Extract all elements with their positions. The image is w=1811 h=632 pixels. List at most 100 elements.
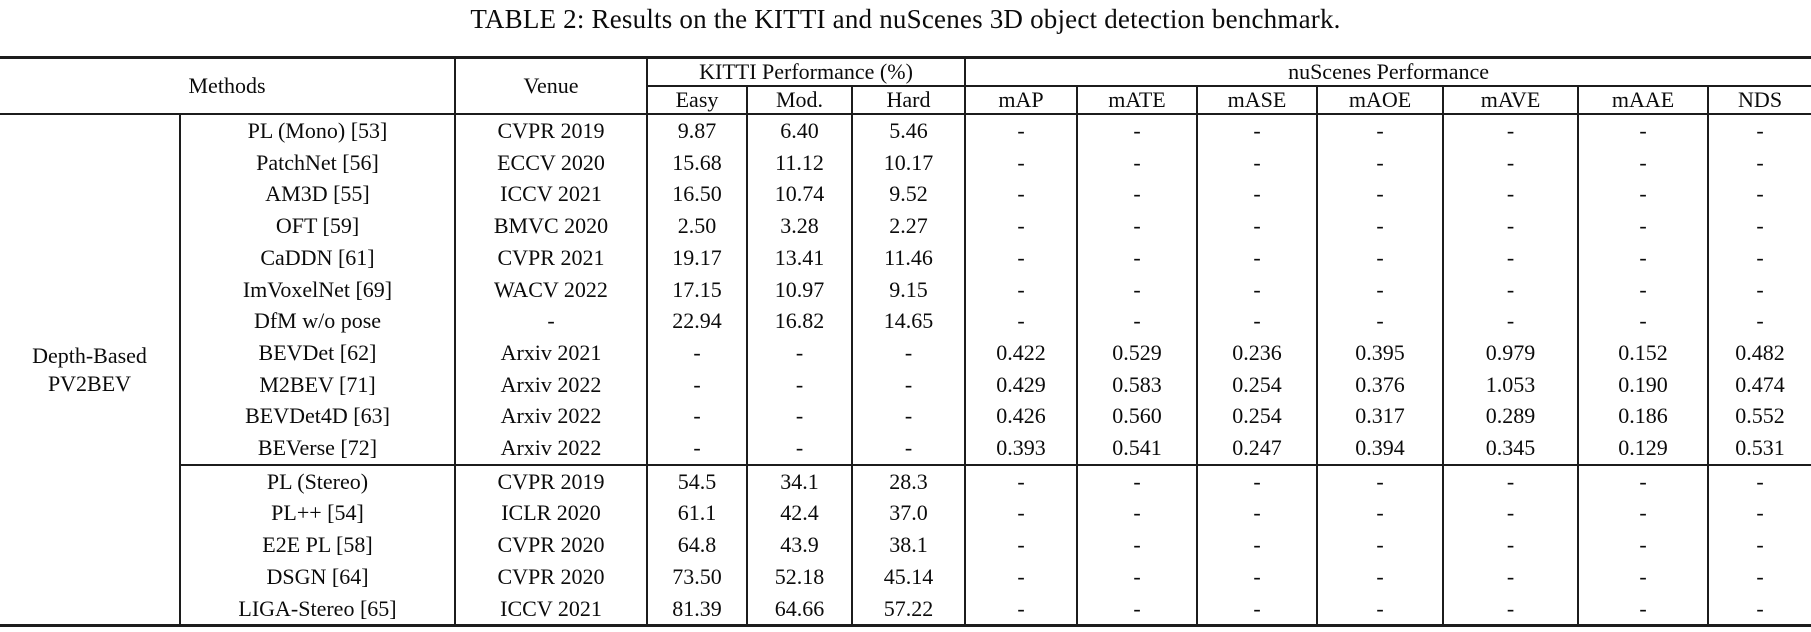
cell-easy: - xyxy=(646,400,747,433)
cell-hard: 45.14 xyxy=(850,560,966,593)
cell-maae: - xyxy=(1577,463,1709,498)
cell-method: PL (Mono) [53] xyxy=(179,114,455,147)
cell-mave: 0.345 xyxy=(1442,432,1579,465)
cell-map: - xyxy=(964,114,1078,147)
cell-maae: - xyxy=(1577,210,1709,242)
cell-maoe: 0.395 xyxy=(1316,336,1444,369)
cell-maoe: - xyxy=(1316,305,1444,337)
cell-maae: - xyxy=(1577,560,1709,593)
cell-mod: 13.41 xyxy=(746,241,852,274)
cell-hard: - xyxy=(850,368,966,401)
col-group-nuscenes-performance: nuScenes Performance xyxy=(964,57,1811,87)
table-row: LIGA-Stereo [65] ICCV 2021 81.39 64.66 57.22… xyxy=(0,592,1811,626)
table-row: M2BEV [71] Arxiv 2022- - -0.429 0.583 0.254 0.… xyxy=(0,368,1811,401)
cell-mate: 0.541 xyxy=(1076,432,1198,465)
cell-easy: - xyxy=(646,368,747,401)
cell-maoe: - xyxy=(1316,114,1444,147)
cell-map: 0.426 xyxy=(964,400,1078,433)
cell-mate: - xyxy=(1076,497,1198,530)
cell-venue: - xyxy=(454,305,647,337)
table-row: BEVerse [72] Arxiv 2022- - -0.393 0.541 0.247… xyxy=(0,432,1811,465)
cell-map: - xyxy=(964,529,1078,561)
cell-nds: - xyxy=(1707,592,1811,626)
cell-hard: - xyxy=(850,400,966,433)
cell-mase: - xyxy=(1196,210,1318,242)
cell-maae: 0.190 xyxy=(1577,368,1709,401)
cell-nds: - xyxy=(1707,210,1811,242)
table-row: PatchNet [56] ECCV 2020 15.68 11.12 10.17- - -… xyxy=(0,146,1811,179)
cell-mave: - xyxy=(1442,241,1579,274)
cell-map: - xyxy=(964,560,1078,593)
table-row: DfM w/o pose -22.94 16.82 14.65- - - - - - - xyxy=(0,305,1811,337)
cell-mave: - xyxy=(1442,560,1579,593)
cell-method: LIGA-Stereo [65] xyxy=(179,592,455,626)
table-row: AM3D [55] ICCV 2021 16.50 10.74 9.52- - - - - - - xyxy=(0,178,1811,211)
cell-mate: - xyxy=(1076,305,1198,337)
table-row: PL (Stereo) CVPR 2019 54.5 34.1 28.3- - - - - - - xyxy=(0,463,1811,498)
cell-easy: 64.8 xyxy=(646,529,747,561)
cell-mave: 0.289 xyxy=(1442,400,1579,433)
cell-maae: 0.129 xyxy=(1577,432,1709,465)
cell-maae: - xyxy=(1577,497,1709,530)
cell-mod: 6.40 xyxy=(746,114,852,147)
table-row: OFT [59] BMVC 2020 2.50 3.28 2.27- - - - - - - xyxy=(0,210,1811,242)
cell-maoe: - xyxy=(1316,210,1444,242)
cell-method: PL (Stereo) xyxy=(179,463,455,498)
cell-nds: - xyxy=(1707,241,1811,274)
cell-venue: WACV 2022 xyxy=(454,273,647,306)
cell-easy: 73.50 xyxy=(646,560,747,593)
cell-mate: - xyxy=(1076,592,1198,626)
cell-map: - xyxy=(964,146,1078,179)
cell-mod: - xyxy=(746,368,852,401)
cell-mase: 0.247 xyxy=(1196,432,1318,465)
cell-maoe: - xyxy=(1316,497,1444,530)
cell-map: - xyxy=(964,497,1078,530)
cell-maae: - xyxy=(1577,146,1709,179)
col-header-methods: Methods xyxy=(0,57,455,115)
cell-easy: 17.15 xyxy=(646,273,747,306)
cell-mate: 0.560 xyxy=(1076,400,1198,433)
cell-nds: - xyxy=(1707,114,1811,147)
cell-map: 0.429 xyxy=(964,368,1078,401)
col-header-maoe: mAOE xyxy=(1316,86,1444,115)
col-header-nds: NDS xyxy=(1707,86,1811,115)
cell-mate: - xyxy=(1076,210,1198,242)
cell-mod: 52.18 xyxy=(746,560,852,593)
table-caption: TABLE 2: Results on the KITTI and nuScen… xyxy=(470,4,1341,34)
cell-mase: 0.254 xyxy=(1196,368,1318,401)
cell-mod: 16.82 xyxy=(746,305,852,337)
cell-mod: 10.97 xyxy=(746,273,852,306)
col-header-easy: Easy xyxy=(646,86,747,115)
col-header-mave: mAVE xyxy=(1442,86,1579,115)
cell-hard: 37.0 xyxy=(850,497,966,530)
cell-venue: ICCV 2021 xyxy=(454,178,647,211)
cell-maae: - xyxy=(1577,305,1709,337)
cell-hard: - xyxy=(850,432,966,465)
col-header-mate: mATE xyxy=(1076,86,1198,115)
cell-maae: - xyxy=(1577,178,1709,211)
cell-mase: - xyxy=(1196,560,1318,593)
cell-method: BEVerse [72] xyxy=(179,432,455,465)
cell-mod: - xyxy=(746,400,852,433)
cell-method: DSGN [64] xyxy=(179,560,455,593)
cell-hard: 57.22 xyxy=(850,592,966,626)
cell-easy: 54.5 xyxy=(646,463,747,498)
cell-mate: - xyxy=(1076,529,1198,561)
cell-easy: - xyxy=(646,432,747,465)
cell-easy: 61.1 xyxy=(646,497,747,530)
cell-mate: - xyxy=(1076,241,1198,274)
cell-mase: - xyxy=(1196,305,1318,337)
cell-venue: Arxiv 2021 xyxy=(454,336,647,369)
cell-maoe: 0.317 xyxy=(1316,400,1444,433)
cell-easy: 22.94 xyxy=(646,305,747,337)
cell-hard: 11.46 xyxy=(850,241,966,274)
cell-mave: 1.053 xyxy=(1442,368,1579,401)
cell-venue: CVPR 2019 xyxy=(454,463,647,498)
cell-nds: - xyxy=(1707,529,1811,561)
cell-map: - xyxy=(964,592,1078,626)
cell-method: PL++ [54] xyxy=(179,497,455,530)
cell-method: AM3D [55] xyxy=(179,178,455,211)
cell-venue: Arxiv 2022 xyxy=(454,432,647,465)
table-row: E2E PL [58] CVPR 2020 64.8 43.9 38.1- - - - - - - xyxy=(0,529,1811,561)
cell-map: - xyxy=(964,305,1078,337)
